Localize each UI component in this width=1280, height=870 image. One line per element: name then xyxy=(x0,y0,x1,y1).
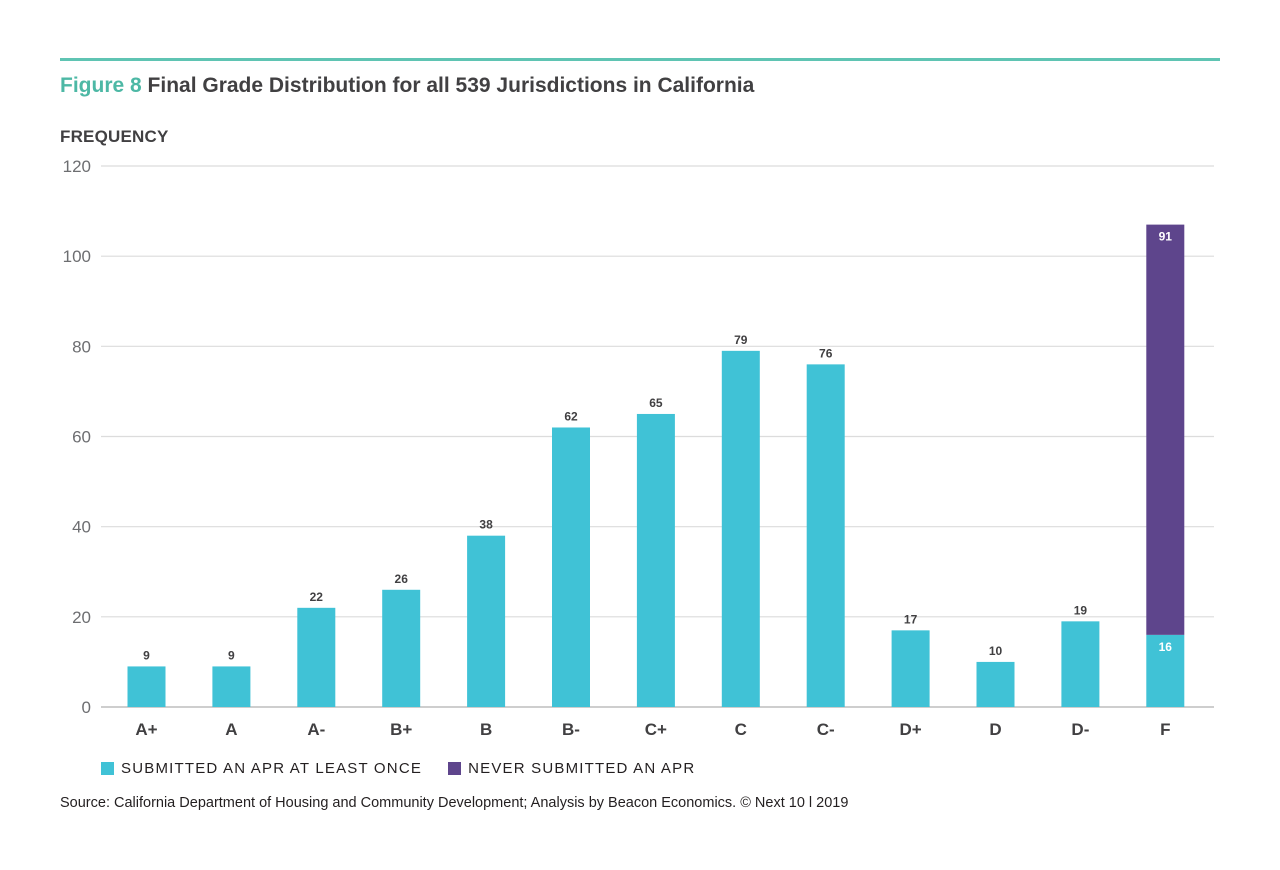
bar-submitted xyxy=(467,535,506,707)
bar-submitted xyxy=(127,666,166,707)
x-tick-label: C+ xyxy=(645,720,667,739)
data-label: 16 xyxy=(1159,640,1173,654)
x-tick-label: B+ xyxy=(390,720,412,739)
x-tick-label: C- xyxy=(817,720,835,739)
x-tick-label: D+ xyxy=(899,720,921,739)
legend-item-never: NEVER SUBMITTED AN APR xyxy=(448,760,695,777)
bar-never xyxy=(1146,224,1185,635)
figure-title-text: Final Grade Distribution for all 539 Jur… xyxy=(147,74,755,97)
bar-submitted xyxy=(891,630,930,707)
legend-label-never: NEVER SUBMITTED AN APR xyxy=(468,760,696,777)
figure-title: Figure 8 Final Grade Distribution for al… xyxy=(60,74,754,98)
x-tick-label: D- xyxy=(1071,720,1089,739)
figure-label: Figure 8 xyxy=(60,74,142,97)
legend-item-submitted: SUBMITTED AN APR AT LEAST ONCE xyxy=(101,760,422,777)
y-tick-label: 60 xyxy=(72,428,91,447)
bar-submitted xyxy=(297,607,336,707)
bar-submitted xyxy=(552,427,590,707)
y-tick-label: 0 xyxy=(82,698,91,717)
y-tick-label: 120 xyxy=(63,157,91,176)
top-rule xyxy=(60,58,1220,61)
bar-submitted xyxy=(976,661,1015,707)
y-axis-label: FREQUENCY xyxy=(60,127,169,146)
data-label: 76 xyxy=(819,346,833,360)
legend: SUBMITTED AN APR AT LEAST ONCE NEVER SUB… xyxy=(101,760,721,777)
bar-submitted xyxy=(1146,634,1185,707)
x-tick-label: A+ xyxy=(135,720,157,739)
bar-submitted xyxy=(721,350,760,707)
bar-submitted xyxy=(636,413,675,707)
y-tick-label: 100 xyxy=(63,247,91,266)
data-label: 65 xyxy=(649,396,663,410)
y-tick-label: 40 xyxy=(72,518,91,537)
data-label: 62 xyxy=(564,409,578,423)
data-label: 9 xyxy=(228,648,235,662)
x-tick-label: C xyxy=(735,720,747,739)
x-tick-label: B xyxy=(480,720,492,739)
x-tick-label: A xyxy=(225,720,237,739)
data-label: 38 xyxy=(479,518,493,532)
data-label: 22 xyxy=(310,590,324,604)
y-tick-label: 20 xyxy=(72,608,91,627)
data-label: 19 xyxy=(1074,603,1088,617)
legend-swatch-submitted xyxy=(101,762,114,775)
data-label: 91 xyxy=(1159,230,1173,244)
bar-submitted xyxy=(212,666,251,707)
source-note: Source: California Department of Housing… xyxy=(60,795,849,811)
data-label: 17 xyxy=(904,612,918,626)
bar-submitted xyxy=(1061,621,1100,707)
bar-submitted xyxy=(382,589,421,707)
x-tick-label: B- xyxy=(562,720,580,739)
legend-label-submitted: SUBMITTED AN APR AT LEAST ONCE xyxy=(121,760,423,777)
data-label: 79 xyxy=(734,333,748,347)
x-tick-label: F xyxy=(1160,720,1170,739)
x-tick-label: A- xyxy=(307,720,325,739)
data-label: 9 xyxy=(143,648,150,662)
bar-submitted xyxy=(806,364,845,707)
y-tick-label: 80 xyxy=(72,337,91,356)
x-tick-label: D xyxy=(989,720,1001,739)
data-label: 26 xyxy=(395,572,409,586)
legend-swatch-never xyxy=(448,762,462,775)
data-label: 10 xyxy=(989,644,1003,658)
